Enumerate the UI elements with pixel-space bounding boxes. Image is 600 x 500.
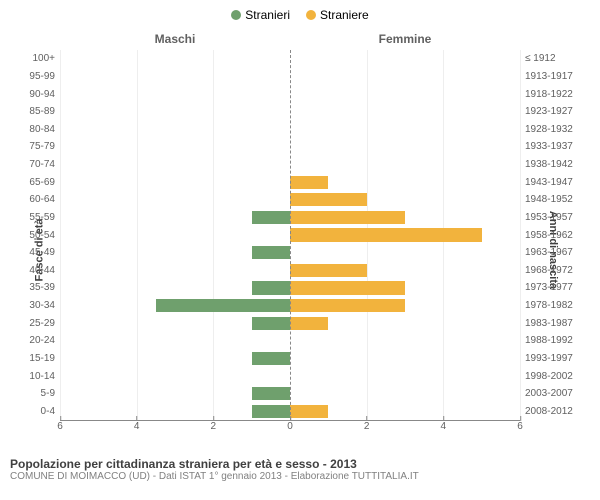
birth-year-label: 1968-1972 bbox=[525, 265, 585, 276]
bar-male bbox=[252, 317, 290, 330]
bar-male bbox=[156, 299, 290, 312]
age-label: 85-89 bbox=[15, 106, 55, 117]
age-label: 80-84 bbox=[15, 124, 55, 135]
birth-year-label: 1973-1977 bbox=[525, 282, 585, 293]
birth-year-label: 1913-1917 bbox=[525, 71, 585, 82]
age-label: 45-49 bbox=[15, 247, 55, 258]
age-label: 35-39 bbox=[15, 282, 55, 293]
age-label: 90-94 bbox=[15, 89, 55, 100]
birth-year-label: 1983-1987 bbox=[525, 318, 585, 329]
x-tick-label: 4 bbox=[441, 421, 447, 432]
bar-male bbox=[252, 387, 290, 400]
bar-male bbox=[252, 211, 290, 224]
bar-male bbox=[252, 352, 290, 365]
x-tick-label: 2 bbox=[211, 421, 217, 432]
x-tick-label: 4 bbox=[134, 421, 140, 432]
bar-female bbox=[290, 317, 328, 330]
birth-year-label: 2008-2012 bbox=[525, 406, 585, 417]
age-label: 0-4 bbox=[15, 406, 55, 417]
caption-title: Popolazione per cittadinanza straniera p… bbox=[10, 457, 590, 471]
circle-icon bbox=[306, 10, 316, 20]
age-label: 65-69 bbox=[15, 177, 55, 188]
header-male: Maschi bbox=[60, 32, 290, 46]
bar-male bbox=[252, 281, 290, 294]
age-label: 55-59 bbox=[15, 212, 55, 223]
legend-item-male: Stranieri bbox=[231, 8, 290, 22]
birth-year-label: 1998-2002 bbox=[525, 371, 585, 382]
birth-year-label: ≤ 1912 bbox=[525, 53, 585, 64]
x-tick-label: 6 bbox=[517, 421, 523, 432]
age-label: 50-54 bbox=[15, 230, 55, 241]
bar-female bbox=[290, 299, 405, 312]
circle-icon bbox=[231, 10, 241, 20]
birth-year-label: 2003-2007 bbox=[525, 388, 585, 399]
bar-female bbox=[290, 193, 367, 206]
birth-year-label: 1963-1967 bbox=[525, 247, 585, 258]
age-label: 70-74 bbox=[15, 159, 55, 170]
age-label: 40-44 bbox=[15, 265, 55, 276]
age-label: 15-19 bbox=[15, 353, 55, 364]
age-label: 60-64 bbox=[15, 194, 55, 205]
legend: Stranieri Straniere bbox=[0, 0, 600, 22]
bar-female bbox=[290, 176, 328, 189]
age-label: 100+ bbox=[15, 53, 55, 64]
bar-female bbox=[290, 281, 405, 294]
birth-year-label: 1933-1937 bbox=[525, 141, 585, 152]
x-tick-label: 2 bbox=[364, 421, 370, 432]
bar-male bbox=[252, 246, 290, 259]
column-headers: Maschi Femmine bbox=[60, 32, 520, 46]
birth-year-label: 1943-1947 bbox=[525, 177, 585, 188]
caption-subtitle: COMUNE DI MOIMACCO (UD) - Dati ISTAT 1° … bbox=[10, 471, 590, 482]
legend-item-female: Straniere bbox=[306, 8, 369, 22]
bar-female bbox=[290, 264, 367, 277]
birth-year-label: 1923-1927 bbox=[525, 106, 585, 117]
age-label: 5-9 bbox=[15, 388, 55, 399]
birth-year-label: 1928-1932 bbox=[525, 124, 585, 135]
chart-caption: Popolazione per cittadinanza straniera p… bbox=[10, 457, 590, 482]
birth-year-label: 1938-1942 bbox=[525, 159, 585, 170]
birth-year-label: 1948-1952 bbox=[525, 194, 585, 205]
chart-plot-area: 100+≤ 191295-991913-191790-941918-192285… bbox=[60, 50, 520, 420]
age-label: 75-79 bbox=[15, 141, 55, 152]
age-label: 20-24 bbox=[15, 335, 55, 346]
x-axis: 6 4 2 0 2 4 6 bbox=[60, 420, 520, 440]
header-female: Femmine bbox=[290, 32, 520, 46]
bar-male bbox=[252, 405, 290, 418]
x-tick-label: 0 bbox=[287, 421, 293, 432]
age-label: 10-14 bbox=[15, 371, 55, 382]
x-tick-label: 6 bbox=[57, 421, 63, 432]
birth-year-label: 1978-1982 bbox=[525, 300, 585, 311]
birth-year-label: 1988-1992 bbox=[525, 335, 585, 346]
birth-year-label: 1993-1997 bbox=[525, 353, 585, 364]
center-axis-line bbox=[290, 50, 291, 420]
age-label: 95-99 bbox=[15, 71, 55, 82]
birth-year-label: 1918-1922 bbox=[525, 89, 585, 100]
bar-female bbox=[290, 405, 328, 418]
bar-female bbox=[290, 228, 482, 241]
birth-year-label: 1953-1957 bbox=[525, 212, 585, 223]
age-label: 25-29 bbox=[15, 318, 55, 329]
legend-label-male: Stranieri bbox=[245, 8, 290, 22]
legend-label-female: Straniere bbox=[320, 8, 369, 22]
birth-year-label: 1958-1962 bbox=[525, 230, 585, 241]
bar-female bbox=[290, 211, 405, 224]
age-label: 30-34 bbox=[15, 300, 55, 311]
